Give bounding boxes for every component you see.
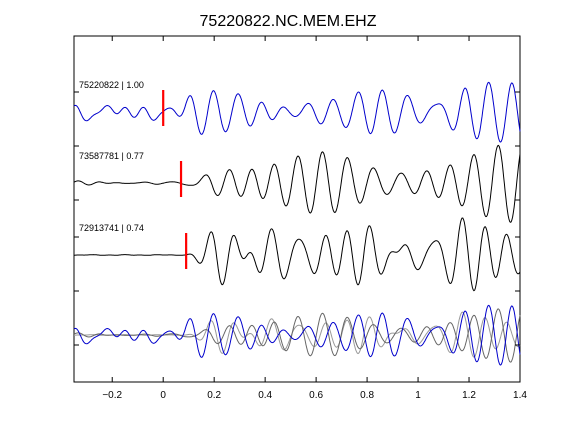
x-tick-label: 0.2 bbox=[207, 390, 221, 401]
trace-label: 72913741 | 0.74 bbox=[79, 223, 144, 233]
trace-line bbox=[74, 217, 521, 292]
x-tick-label: 0.8 bbox=[360, 390, 374, 401]
stack-series-line bbox=[73, 308, 521, 363]
chart-title: 75220822.NC.MEM.EHZ bbox=[200, 13, 377, 30]
x-tick-label: 1 bbox=[415, 390, 421, 401]
trace-line bbox=[73, 144, 521, 223]
trace-label: 75220822 | 1.00 bbox=[79, 80, 144, 90]
x-tick-label: 1.4 bbox=[513, 390, 527, 401]
traces-layer: 75220822 | 1.00 73587781 | 0.77 72913741 |… bbox=[73, 80, 521, 292]
x-tick-label: 0.4 bbox=[258, 390, 272, 401]
x-tick-label: −0.2 bbox=[102, 390, 122, 401]
trace-label: 73587781 | 0.77 bbox=[79, 151, 144, 161]
x-tick-label: 0 bbox=[160, 390, 166, 401]
trace-line bbox=[73, 81, 521, 143]
plot-area-border bbox=[73, 35, 521, 383]
ticks-layer: −0.2 0 0.2 0.4 0.6 0.8 1 1.2 1.4 bbox=[74, 35, 527, 401]
x-tick-label: 0.6 bbox=[309, 390, 323, 401]
x-tick-label: 1.2 bbox=[462, 390, 476, 401]
stack-layer bbox=[73, 304, 521, 366]
axes-frame bbox=[73, 35, 521, 383]
stack-series-line bbox=[73, 304, 521, 366]
stack-series-line bbox=[74, 311, 521, 358]
